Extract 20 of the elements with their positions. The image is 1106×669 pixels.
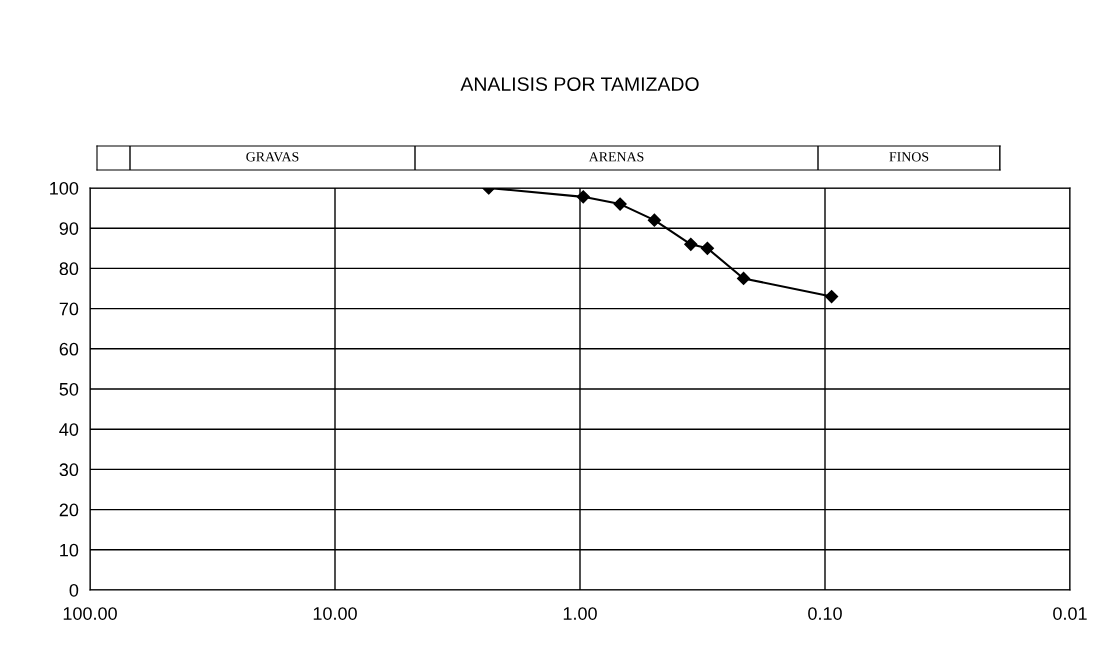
y-tick-label: 20 (59, 503, 79, 517)
x-tick-label: 0.10 (808, 607, 842, 620)
text: FINOS (889, 152, 929, 162)
text: GRAVAS (246, 152, 299, 162)
x-tick-label: 100.00 (63, 607, 117, 620)
y-tick-label: 80 (59, 262, 79, 276)
y-tick-label: 40 (59, 423, 79, 436)
y-tick-label: 70 (59, 302, 79, 316)
y-tick-label: 100 (50, 181, 79, 195)
y-tick-label: 10 (60, 543, 79, 557)
text: ARENAS (588, 152, 644, 162)
y-tick-label: 30 (59, 463, 79, 477)
y-tick-label: 60 (59, 342, 79, 356)
y-tick-label: 0 (69, 583, 79, 597)
x-tick-label: 0.01 (1053, 607, 1087, 620)
y-tick-label: 50 (59, 382, 79, 396)
x-tick-label: 1.00 (563, 607, 597, 620)
x-tick-label: 10.00 (313, 607, 357, 620)
chart-title: ANALISIS POR TAMIZADO (460, 77, 699, 91)
y-tick-label: 90 (59, 222, 79, 235)
